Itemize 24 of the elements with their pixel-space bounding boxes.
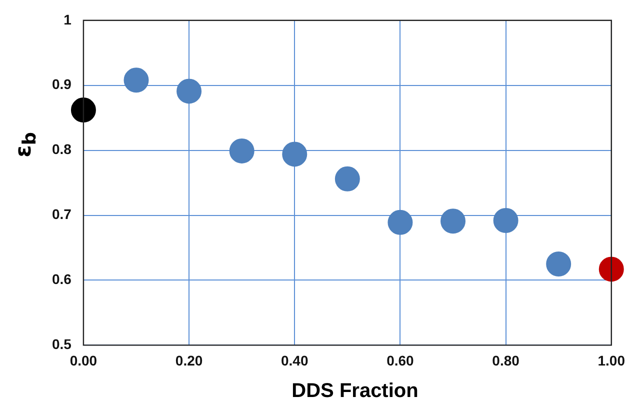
point xyxy=(598,256,624,282)
y-tick-label: 0.5 xyxy=(52,336,72,352)
y-tick-label: 0.8 xyxy=(52,141,72,158)
x-tick-label: 0.60 xyxy=(386,352,414,368)
y-tick-label: 0.6 xyxy=(52,271,72,288)
point xyxy=(334,166,360,192)
x-tick-label: 0.00 xyxy=(70,352,98,368)
point xyxy=(493,208,518,233)
point xyxy=(440,208,466,234)
point xyxy=(124,68,149,93)
point xyxy=(70,98,96,123)
point xyxy=(176,78,202,104)
x-tick-label: 0.20 xyxy=(175,352,203,368)
point xyxy=(388,210,413,235)
point xyxy=(546,252,572,276)
x-axis-title: DDS Fraction xyxy=(290,380,420,403)
x-tick-label: 0.40 xyxy=(281,352,308,368)
point xyxy=(229,138,254,164)
x-tick-label: 0.80 xyxy=(492,352,520,368)
x-tick-label: 1.00 xyxy=(598,352,626,368)
point xyxy=(282,142,308,167)
y-tick-label: 1 xyxy=(64,11,72,28)
y-tick-label: 0.7 xyxy=(52,206,72,222)
y-tick-label: 0.9 xyxy=(52,76,72,92)
